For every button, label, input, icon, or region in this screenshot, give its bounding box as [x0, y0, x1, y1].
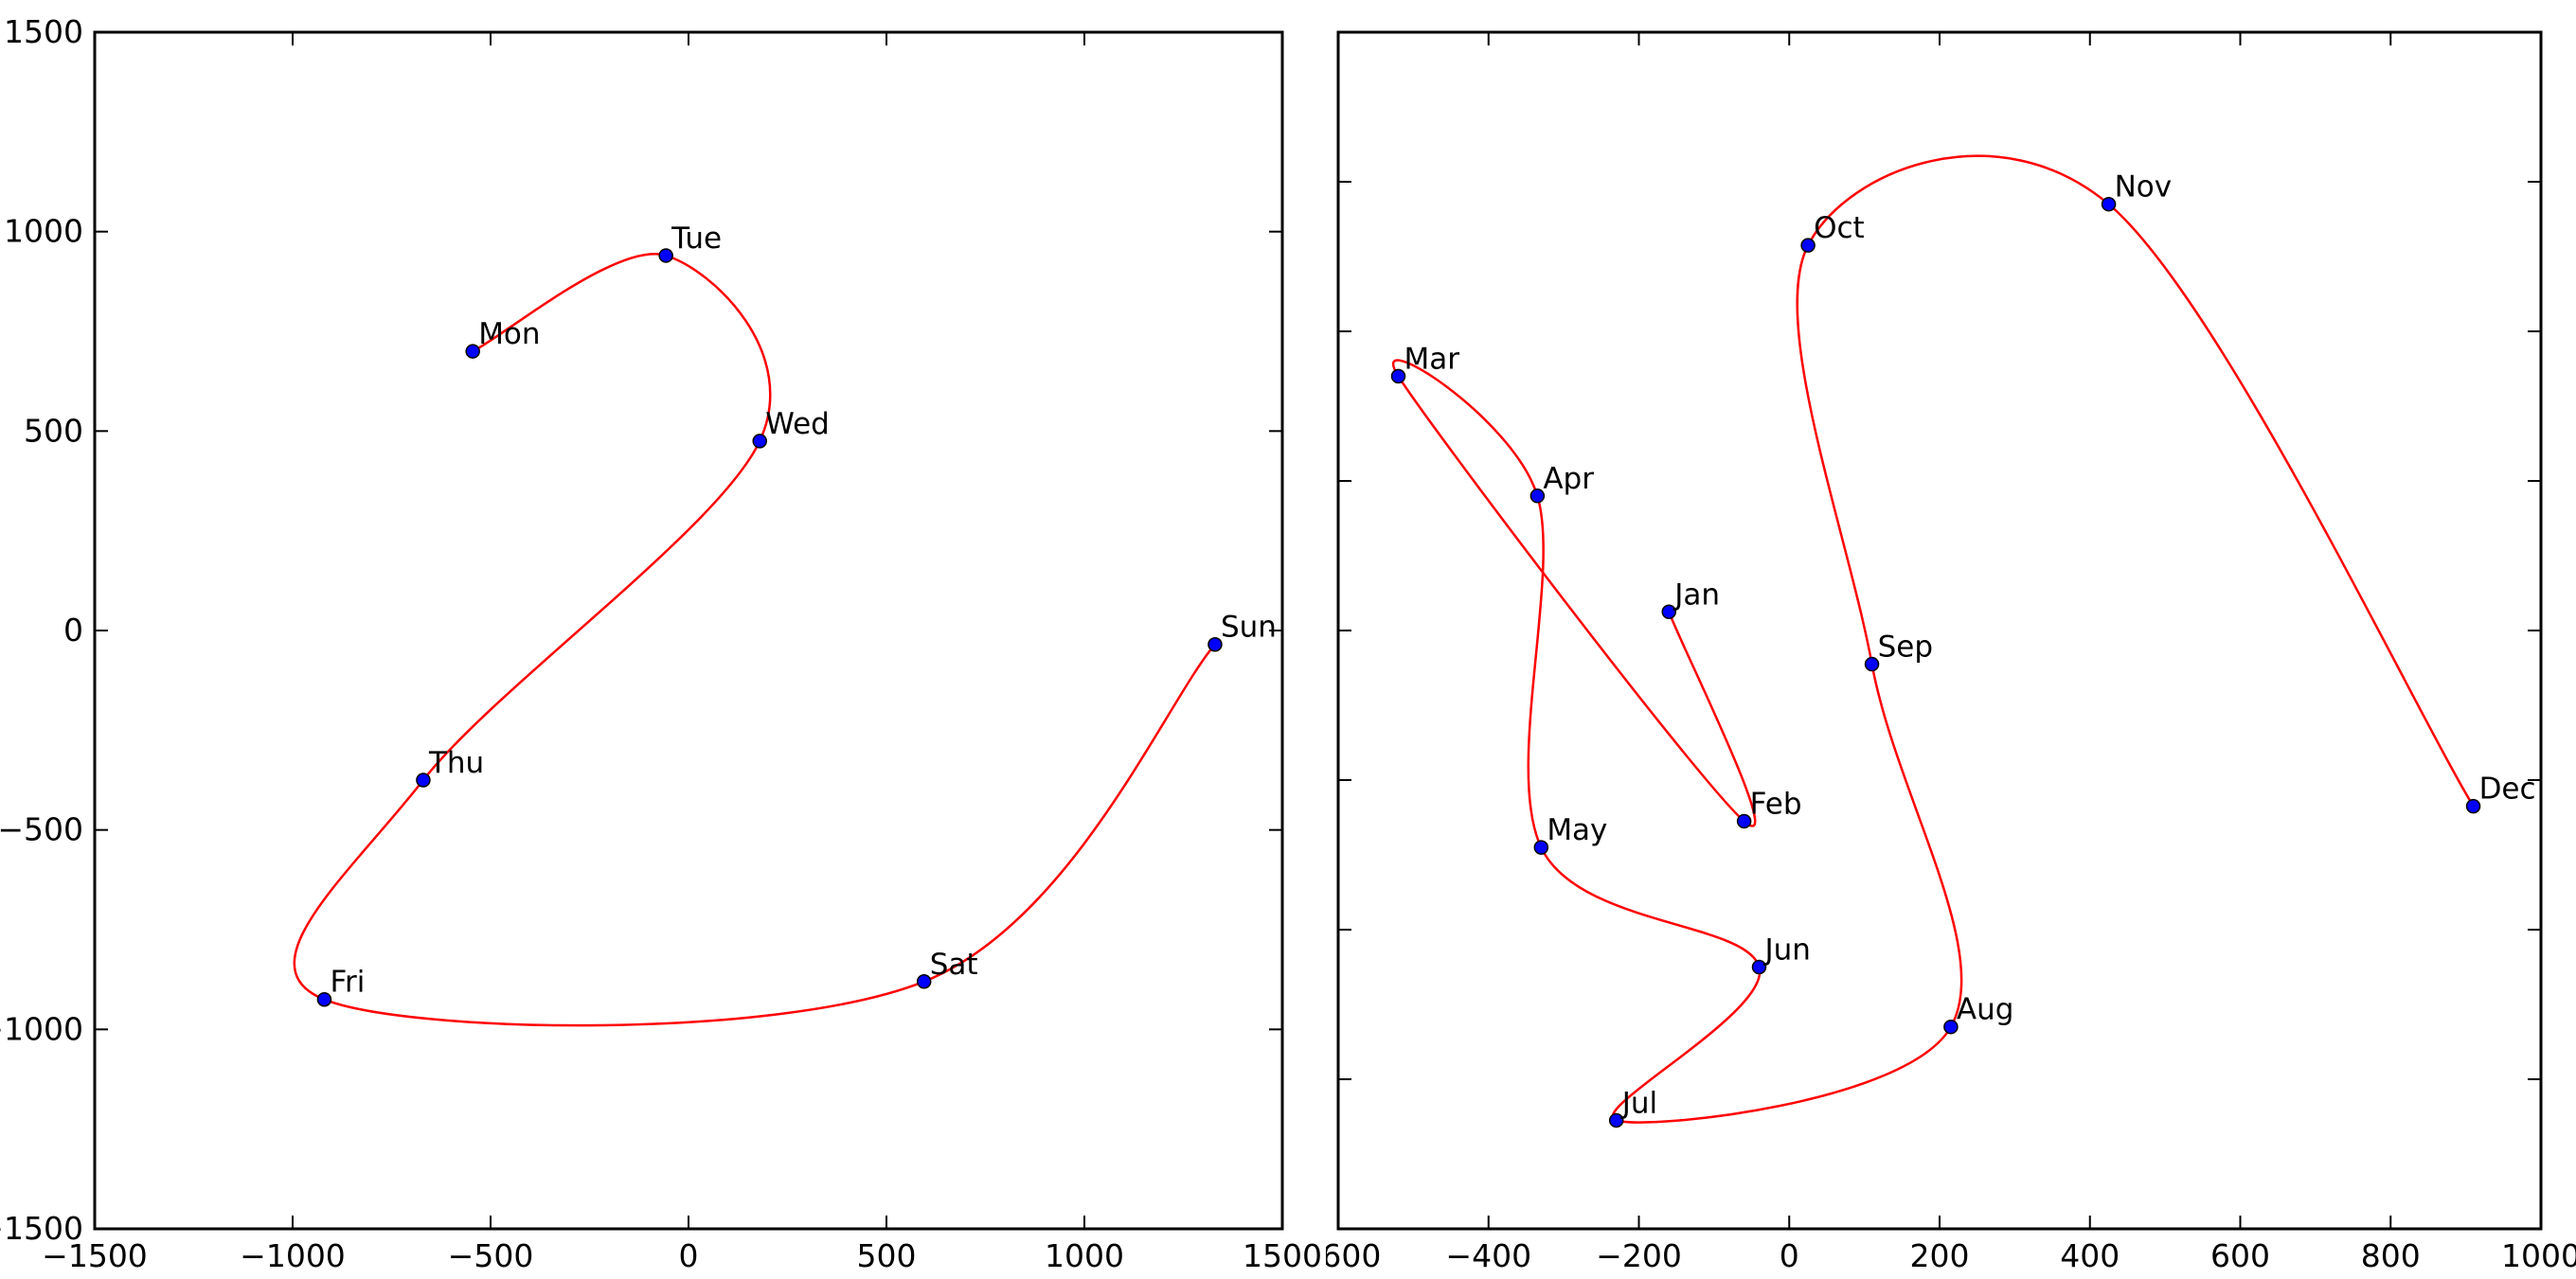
x-tick-label: −1000: [240, 1237, 346, 1274]
data-point-aug: [1943, 1019, 1959, 1035]
point-label-fri: Fri: [330, 966, 365, 1000]
x-tick-label: 1500: [1243, 1237, 1322, 1274]
point-label-dec: Dec: [2479, 773, 2536, 807]
point-label-jan: Jan: [1673, 577, 1720, 612]
y-tick-label: 1500: [4, 13, 83, 50]
data-point-jun: [1751, 959, 1767, 975]
x-tick-label: −400: [1445, 1237, 1531, 1274]
y-tick-label: −500: [0, 811, 83, 848]
x-tick-label: −1500: [42, 1237, 148, 1274]
point-label-sat: Sat: [930, 948, 978, 982]
x-tick-label: 200: [1910, 1237, 1970, 1274]
data-point-thu: [416, 773, 431, 788]
data-point-sep: [1864, 656, 1880, 672]
x-tick-label: −600: [1326, 1237, 1381, 1274]
point-label-nov: Nov: [2115, 170, 2173, 204]
x-tick-label: 400: [2060, 1237, 2120, 1274]
point-label-tue: Tue: [671, 222, 722, 256]
data-point-feb: [1736, 813, 1752, 829]
point-label-jul: Jul: [1620, 1086, 1657, 1120]
x-tick-label: 500: [857, 1237, 917, 1274]
x-tick-label: 800: [2361, 1237, 2421, 1274]
y-tick-label: −1500: [0, 1210, 83, 1247]
x-tick-label: 1000: [1045, 1237, 1124, 1274]
data-point-apr: [1530, 489, 1546, 504]
weekday-plot: −1500 −1000 −500 0 500 1000 1500 1500 1000 500 0 −5…: [0, 13, 1322, 1274]
data-point-wed: [752, 434, 767, 449]
data-point-jan: [1661, 604, 1676, 619]
point-label-thu: Thu: [428, 746, 484, 780]
x-tick-label: 0: [1780, 1237, 1799, 1274]
x-tick-label: 0: [679, 1237, 699, 1274]
data-point-may: [1533, 840, 1549, 855]
point-label-sun: Sun: [1221, 611, 1277, 645]
point-label-jun: Jun: [1763, 933, 1811, 968]
point-label-sep: Sep: [1878, 631, 1933, 665]
axes-frame: [93, 30, 1284, 1231]
data-point-mar: [1390, 368, 1406, 384]
x-tick-label: −200: [1596, 1237, 1682, 1274]
spline-curve: [1391, 154, 2475, 1124]
x-tick-label: 600: [2210, 1237, 2270, 1274]
x-tick-label: 1000: [2501, 1237, 2576, 1274]
x-tick-label: −500: [448, 1237, 534, 1274]
data-point-oct: [1800, 238, 1816, 253]
point-label-may: May: [1547, 813, 1607, 847]
data-point-sat: [916, 974, 932, 989]
data-point-fri: [316, 991, 332, 1007]
point-label-apr: Apr: [1543, 462, 1594, 496]
y-tick-label: 1000: [4, 213, 83, 250]
point-label-oct: Oct: [1814, 211, 1865, 245]
data-point-tue: [658, 248, 673, 263]
y-tick-label: −1000: [0, 1010, 83, 1047]
y-tick-label: 0: [63, 612, 83, 648]
data-point-mon: [465, 344, 480, 359]
data-point-nov: [2101, 196, 2117, 212]
axes-frame: [1336, 30, 2543, 1231]
data-point-sun: [1208, 636, 1223, 652]
point-label-mon: Mon: [478, 317, 540, 351]
point-label-feb: Feb: [1750, 787, 1802, 821]
month-plot: −600 −400 −200 0 200 400 600 800 1000 Jan Feb Mar Ap…: [1326, 30, 2576, 1274]
point-label-wed: Wed: [765, 407, 830, 441]
point-label-mar: Mar: [1404, 342, 1460, 376]
spline-curve: [293, 252, 1217, 1027]
data-point-dec: [2465, 798, 2481, 814]
point-label-aug: Aug: [1957, 993, 2014, 1027]
data-point-jul: [1608, 1112, 1624, 1128]
y-tick-label: 500: [24, 412, 83, 449]
